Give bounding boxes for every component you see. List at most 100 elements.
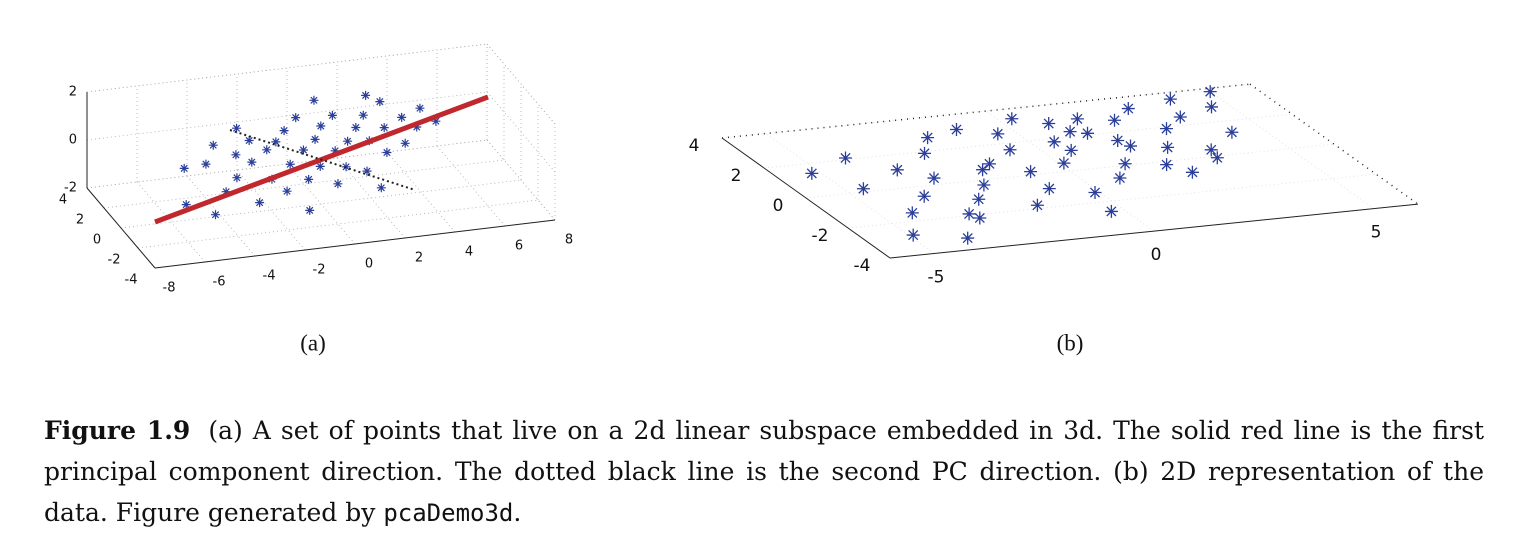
- point: [1088, 186, 1102, 200]
- x-tick-label: 6: [515, 239, 523, 254]
- point: [805, 166, 819, 180]
- point: [1205, 100, 1218, 114]
- point: [179, 163, 189, 173]
- point: [291, 113, 301, 123]
- box-edge: [486, 43, 556, 125]
- point: [1225, 125, 1239, 139]
- point: [327, 110, 337, 120]
- point: [921, 131, 935, 145]
- point: [991, 127, 1005, 141]
- point: [1063, 125, 1077, 139]
- point: [298, 145, 308, 155]
- caption-text: (a) A set of points that live on a 2d li…: [44, 416, 1484, 527]
- x-tick-label: 0: [1151, 245, 1162, 265]
- x-axis: [889, 203, 1419, 259]
- point: [917, 189, 931, 203]
- point: [181, 200, 191, 210]
- point: [232, 173, 242, 183]
- point: [1108, 113, 1121, 127]
- x-tick-label: 4: [465, 245, 473, 260]
- y-tick-label: 2: [76, 213, 84, 228]
- point: [232, 123, 242, 133]
- grid-line: [486, 91, 556, 173]
- point: [1163, 92, 1177, 106]
- y-tick-label: 4: [59, 193, 67, 208]
- point: [1003, 143, 1017, 157]
- point: [221, 187, 231, 197]
- z-tick-label: 2: [69, 85, 77, 100]
- point: [977, 178, 991, 192]
- point: [1161, 140, 1175, 154]
- point: [343, 136, 353, 146]
- point: [310, 134, 320, 144]
- point: [906, 228, 920, 242]
- caption-code: pcaDemo3d: [383, 499, 514, 527]
- point: [282, 186, 292, 196]
- grid-line: [286, 163, 356, 245]
- point: [1185, 165, 1199, 179]
- grid-line: [386, 151, 456, 233]
- point: [1111, 133, 1125, 147]
- point: [1204, 143, 1218, 157]
- y-tick-label: -4: [125, 273, 138, 288]
- point: [856, 182, 870, 196]
- point: [305, 205, 315, 215]
- y-tick-label: 0: [93, 233, 101, 248]
- x-tick-label: 2: [415, 251, 423, 266]
- y-tick-label: -4: [854, 256, 871, 276]
- point: [1047, 135, 1061, 149]
- point: [376, 183, 386, 193]
- point: [375, 97, 385, 107]
- point: [976, 163, 990, 177]
- point: [1160, 122, 1173, 136]
- x-tick-label: 0: [365, 257, 373, 272]
- caption-end: .: [513, 498, 522, 527]
- point: [208, 140, 218, 150]
- point: [255, 198, 265, 208]
- point: [333, 179, 343, 189]
- point: [279, 126, 289, 136]
- point: [1118, 157, 1132, 171]
- point: [983, 157, 996, 171]
- point: [1057, 156, 1071, 170]
- y-axis: [721, 137, 891, 259]
- x-tick-label: 8: [565, 233, 573, 248]
- point: [412, 122, 422, 132]
- point: [1081, 126, 1094, 140]
- panel-label: (a): [300, 330, 326, 355]
- point: [382, 148, 392, 157]
- point: [309, 95, 319, 105]
- caption: Figure 1.9 (a) A set of points that live …: [44, 410, 1484, 534]
- point: [1113, 171, 1127, 185]
- grid-line: [136, 181, 206, 263]
- grid-line: [721, 83, 1251, 139]
- point: [927, 171, 941, 185]
- y-tick-label: 0: [773, 196, 784, 216]
- point: [1121, 102, 1135, 116]
- point: [1042, 117, 1056, 131]
- point: [972, 192, 986, 206]
- y-tick-label: 2: [731, 166, 742, 186]
- point: [400, 138, 410, 148]
- z-tick-label: 0: [69, 133, 77, 148]
- point: [315, 161, 325, 171]
- point: [1104, 204, 1118, 218]
- point: [262, 145, 272, 155]
- point: [1124, 139, 1137, 153]
- point: [839, 151, 852, 165]
- point: [1042, 182, 1056, 196]
- point: [231, 150, 241, 160]
- point: [304, 174, 314, 184]
- point: [961, 231, 975, 245]
- x-tick-label: -5: [928, 268, 945, 288]
- point: [247, 157, 257, 167]
- point: [1210, 151, 1224, 165]
- grid-line: [847, 173, 1377, 229]
- point: [201, 159, 211, 169]
- grid-line: [1205, 88, 1375, 209]
- grid-line: [985, 110, 1155, 232]
- point: [431, 116, 441, 126]
- x-tick-label: -6: [213, 275, 226, 290]
- x-axis: [154, 219, 556, 269]
